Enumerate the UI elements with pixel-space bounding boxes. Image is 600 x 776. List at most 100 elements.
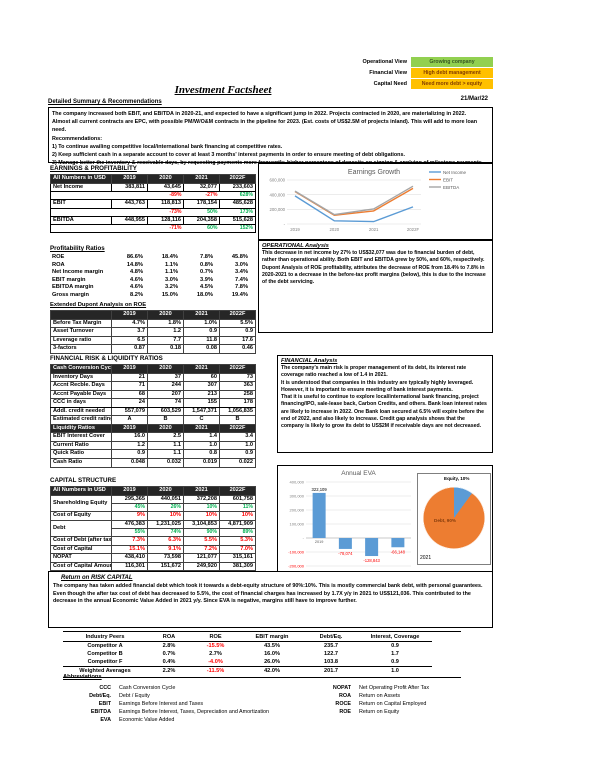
capital-cell: 295,365 bbox=[111, 494, 148, 505]
pct-cell: 45% bbox=[111, 503, 148, 513]
risk-cell: 1.1 bbox=[147, 440, 184, 451]
growth-cell: -89% bbox=[169, 192, 182, 199]
row-label: Accnt Payable Days bbox=[50, 389, 112, 400]
risk-table: Cash Conversion Cycle 2019 2020 2021 2022F In… bbox=[50, 364, 256, 468]
dupont-cell: 1.0% bbox=[183, 318, 220, 329]
row-label: Cash Ratio bbox=[50, 458, 112, 468]
risk-cell: 60 bbox=[183, 372, 220, 383]
y-tick-label: -200,000 bbox=[288, 564, 305, 569]
ratio-cell: 8.2% bbox=[130, 291, 143, 298]
capital-cell: 5.3% bbox=[219, 536, 256, 546]
abbreviation-key: EBIT bbox=[98, 701, 111, 707]
value-cell: 443,763 bbox=[111, 199, 148, 209]
dupont-heading: Extended Dupont Analysis on ROE bbox=[50, 302, 147, 308]
analysis-paragraph: This decrease in net income by 27% to US… bbox=[262, 250, 485, 264]
abbreviation-key: CCC bbox=[99, 685, 111, 691]
ratio-cell: 3.4% bbox=[235, 269, 248, 276]
ratio-cell: 1.1% bbox=[165, 269, 178, 276]
capital-cell: 15.1% bbox=[111, 544, 148, 555]
risk-cell: 71 bbox=[111, 381, 148, 391]
table-header-cell: All Numbers in USD bbox=[50, 486, 112, 496]
analysis-paragraph: The company has taken added financial de… bbox=[53, 583, 483, 605]
year-header-cell: 2019 bbox=[111, 364, 148, 374]
capital-cell: 121,077 bbox=[183, 553, 220, 563]
dupont-cell: 4.7% bbox=[111, 318, 148, 329]
abbreviation-key: NOPAT bbox=[332, 685, 351, 691]
eva-bar bbox=[338, 538, 352, 549]
industry-peers-section: Industry Peers ROA ROE EBIT margin Debt/Eq. I… bbox=[63, 631, 461, 678]
risk-cell: 0.9 bbox=[111, 449, 148, 459]
row-label: Accnt Recble. Days bbox=[50, 381, 112, 391]
peers-row: Weighted Averages 2.2% -11.5% 42.0% 201.7 1.0 bbox=[63, 666, 432, 676]
capital-title: CAPITAL STRUCTURE bbox=[50, 477, 117, 484]
dupont-cell: 0.87 bbox=[111, 344, 148, 354]
risk-cell: 258 bbox=[219, 389, 256, 400]
growth-cell: 50% bbox=[207, 208, 218, 215]
bar-value-label: 322,109 bbox=[312, 487, 328, 492]
y-tick-label: 100,000 bbox=[290, 522, 305, 527]
summary-line: 1) To continue availing competitive loca… bbox=[52, 143, 283, 150]
capital-cell: 116,301 bbox=[111, 561, 148, 572]
peers-header-cell: ROE bbox=[191, 633, 240, 643]
capital-cell: 151,672 bbox=[147, 561, 184, 572]
row-label bbox=[51, 208, 112, 216]
ratio-cell: 0.8% bbox=[200, 261, 213, 268]
risk-row: Estimated credit rating A B C B bbox=[50, 415, 256, 425]
risk-cell: 603,529 bbox=[147, 406, 184, 417]
abbreviation-row: EBITDA Earnings Before Interest, Taxes, D… bbox=[63, 708, 269, 716]
dupont-cell: 17.6 bbox=[219, 335, 256, 346]
ratio-cell: 4.5% bbox=[200, 284, 213, 291]
y-tick-label: 200,000 bbox=[269, 207, 285, 212]
risk-row: Accnt Recble. Days 71 244 307 363 bbox=[50, 381, 256, 391]
risk-cell: 0.032 bbox=[147, 458, 184, 468]
eva-bar bbox=[365, 538, 379, 557]
year-header-cell: 2020 bbox=[147, 486, 184, 496]
abbreviation-row: EVA Economic Value Added bbox=[63, 716, 269, 724]
abbreviation-key: ROCE bbox=[335, 701, 351, 707]
growth-cell bbox=[112, 192, 148, 200]
growth-cell: 173% bbox=[239, 208, 253, 215]
peers-cell: 2.8% bbox=[162, 643, 176, 650]
ratio-cell: 4.8% bbox=[130, 269, 143, 276]
year-header-cell: 2022F bbox=[219, 174, 256, 184]
year-header-cell: 2019 bbox=[111, 486, 148, 496]
risk-cell: 0.022 bbox=[219, 458, 256, 468]
ratios-table: ROE 86.6% 18.4% 7.8% 45.8% ROA 14.8% 1.1% 0.8% 3.… bbox=[50, 254, 250, 299]
summary-heading: Detailed Summary & Recommendations bbox=[48, 99, 162, 105]
year-header-cell: 2022F bbox=[219, 364, 256, 374]
year-header-cell: 2022F bbox=[219, 310, 256, 320]
y-tick-label: 600,000 bbox=[269, 178, 285, 183]
row-label: ROE bbox=[52, 254, 65, 260]
capital-row: Cost of Capital Amount 116,301 151,672 249,… bbox=[50, 561, 256, 572]
dupont-cell: 5.5% bbox=[219, 318, 256, 329]
risk-row: Cash Ratio 0.048 0.032 0.019 0.022 bbox=[50, 458, 256, 468]
peers-cell: 16.0% bbox=[264, 651, 280, 658]
ratio-cell: 4.6% bbox=[130, 276, 143, 283]
year-header-cell: 2021 bbox=[183, 310, 220, 320]
dupont-cell: 0.18 bbox=[147, 344, 184, 354]
risk-cell: 2021 bbox=[183, 423, 220, 434]
risk-section: FINANCIAL RISK & LIQUIDITY RATIOS Cash C… bbox=[50, 355, 256, 468]
view-row: Operational View Growing company bbox=[355, 57, 493, 67]
pie-equity-label: Equity, 10% bbox=[444, 476, 470, 481]
row-label: Leverage ratio bbox=[50, 335, 112, 346]
value-cell: 515,628 bbox=[219, 215, 256, 226]
peers-cell: 1.0 bbox=[358, 666, 432, 676]
row-label: ROA bbox=[52, 261, 65, 268]
row-label: Addl. credit needed bbox=[50, 406, 112, 417]
risk-cell: 178 bbox=[219, 398, 256, 408]
capital-cell: 3,104,853 bbox=[183, 519, 220, 530]
pct-cell: 90% bbox=[183, 528, 220, 538]
series-ebitda bbox=[294, 185, 414, 216]
abbreviation-definition: Return on Equity bbox=[359, 709, 400, 715]
dupont-cell: 0.08 bbox=[183, 344, 220, 354]
ratio-cell: 1.1% bbox=[165, 261, 178, 268]
year-header-cell: 2019 bbox=[111, 310, 148, 320]
abbreviation-key: EVA bbox=[100, 717, 111, 723]
earnings-growth-chart-box: Earnings Growth 600,000 400,000 200,000 -201… bbox=[258, 163, 493, 240]
risk-row: Inventory Days 21 37 60 73 bbox=[50, 372, 256, 383]
ratio-cell: 7.4% bbox=[235, 276, 248, 283]
abbreviation-definition: Cash Conversion Cycle bbox=[119, 685, 176, 691]
row-label: NOPAT bbox=[50, 553, 112, 563]
dupont-section: Extended Dupont Analysis on ROE 2019 2020… bbox=[50, 302, 256, 354]
